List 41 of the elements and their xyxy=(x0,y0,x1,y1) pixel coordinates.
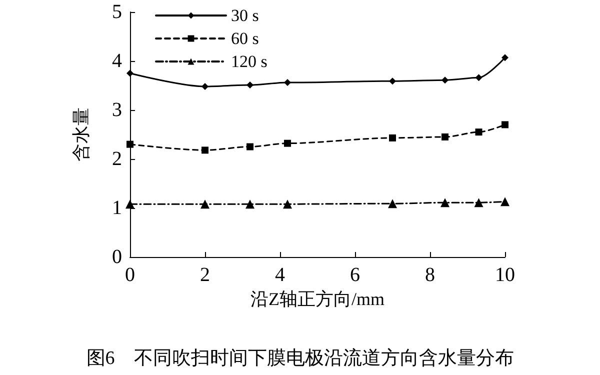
point xyxy=(475,128,482,136)
point xyxy=(200,200,210,209)
y-tick-label: 5 xyxy=(112,1,122,23)
legend-label: 120 s xyxy=(231,52,268,71)
point xyxy=(284,140,291,147)
point xyxy=(202,82,208,90)
point xyxy=(502,54,508,62)
x-tick-label: 10 xyxy=(495,264,515,286)
point xyxy=(246,82,254,89)
x-tick-label: 4 xyxy=(275,264,285,286)
point xyxy=(126,70,134,77)
x-tick-label: 8 xyxy=(425,264,435,286)
y-tick-label: 0 xyxy=(112,246,122,268)
point xyxy=(246,143,254,150)
point xyxy=(440,198,450,208)
point xyxy=(388,199,397,208)
point xyxy=(246,200,254,209)
x-tick-label: 2 xyxy=(200,264,210,286)
point xyxy=(284,79,291,86)
point xyxy=(474,198,484,208)
point xyxy=(389,78,396,85)
point xyxy=(126,140,134,148)
legend-label: 30 s xyxy=(231,6,259,25)
point xyxy=(475,74,482,82)
point xyxy=(502,121,508,128)
point xyxy=(389,134,396,142)
y-tick-label: 2 xyxy=(112,148,122,170)
y-tick-label: 4 xyxy=(112,50,122,72)
point xyxy=(442,133,448,140)
point xyxy=(500,197,510,206)
text: 图6 不同吹扫时间下膜电极沿流道方向含水量分布 xyxy=(86,347,514,369)
y-axis-title: 含水量 xyxy=(71,108,91,162)
x-axis-title: 沿Z轴正方向/mm xyxy=(250,288,384,309)
point xyxy=(283,200,292,209)
point xyxy=(202,146,208,154)
point xyxy=(442,76,448,84)
y-tick-label: 1 xyxy=(112,197,122,219)
point xyxy=(126,200,134,209)
y-tick-label: 3 xyxy=(112,99,122,121)
legend-label: 60 s xyxy=(231,29,259,48)
x-tick-label: 6 xyxy=(350,264,360,286)
